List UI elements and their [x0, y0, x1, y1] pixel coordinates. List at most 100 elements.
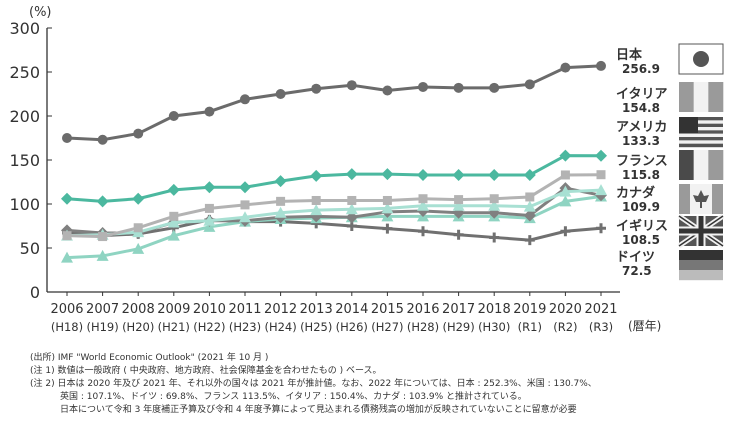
note-2-line-3: 日本について令和 3 年度補正予算及び令和 4 年度予算によって見込まれる債務残…: [60, 405, 577, 415]
data-point: [381, 168, 394, 181]
y-tick-label: 200: [9, 107, 40, 126]
legend-value-italy: 154.8: [622, 101, 660, 115]
y-tick-label: 50: [20, 239, 40, 258]
x-tick-label: 2017: [442, 302, 475, 317]
x-tick-sublabel: (R2): [553, 320, 577, 334]
data-point: [169, 211, 179, 221]
data-point: [418, 226, 428, 237]
x-tick-label: 2009: [157, 302, 190, 317]
data-point: [453, 82, 464, 93]
data-point: [454, 195, 464, 205]
x-tick-sublabel: (H27): [371, 320, 403, 334]
x-tick-sublabel: (H24): [264, 320, 296, 334]
flag-band: [679, 270, 723, 281]
data-point: [559, 149, 572, 162]
data-point: [417, 199, 429, 211]
data-point: [417, 168, 429, 181]
data-point: [560, 170, 570, 180]
flag-stripe: [679, 137, 723, 141]
flag-band: [679, 250, 723, 261]
series-france: [61, 184, 607, 241]
data-point: [488, 199, 501, 211]
legend-value-germany: 72.5: [622, 264, 652, 278]
data-point: [489, 82, 500, 93]
series-line: [66, 218, 602, 242]
data-point: [382, 85, 393, 96]
legend-name-germany: ドイツ: [616, 250, 655, 265]
footnotes: (出所) IMF "World Economic Outlook" (2021 …: [30, 352, 745, 417]
x-tick-sublabel: (H26): [336, 320, 368, 334]
data-point: [596, 60, 606, 71]
flag-band: [679, 184, 690, 214]
data-point: [132, 192, 145, 205]
data-point: [62, 133, 72, 143]
usa-flag-icon: [679, 117, 723, 148]
x-tick-sublabel: (H28): [407, 320, 439, 334]
legend-name-italy: イタリア: [616, 87, 667, 102]
legend-name-uk: イギリス: [616, 218, 668, 234]
x-tick-label: 2019: [513, 302, 546, 317]
flag-band: [679, 150, 694, 180]
x-tick-sublabel: (H23): [229, 320, 261, 334]
series-japan: [62, 60, 606, 145]
flag-stripe: [679, 117, 723, 121]
italy-flag-icon: [679, 82, 724, 112]
data-point: [524, 79, 535, 90]
data-point: [239, 181, 251, 194]
x-tick-sublabel: (H29): [442, 320, 474, 334]
germany-flag-icon: [679, 250, 723, 281]
series-line: [66, 154, 602, 203]
data-point: [275, 89, 286, 99]
data-point: [167, 229, 180, 241]
x-tick-sublabel: (H30): [478, 320, 510, 334]
x-axis-unit: (暦年): [628, 319, 661, 333]
legend-value-canada: 109.9: [622, 200, 660, 214]
japan-flag-icon: [678, 43, 724, 75]
flag-band: [693, 150, 709, 180]
data-point: [489, 194, 499, 204]
x-tick-label: 2008: [122, 302, 155, 317]
legend-value-japan: 256.9: [622, 62, 660, 76]
x-tick-label: 2011: [228, 302, 261, 317]
data-point: [310, 169, 323, 182]
legend-value-france: 115.8: [622, 168, 660, 182]
flag-stripe: [679, 127, 723, 131]
data-point: [62, 231, 72, 241]
data-point: [133, 128, 144, 139]
data-point: [96, 249, 109, 261]
data-point: [525, 192, 535, 202]
flag-band: [693, 82, 709, 112]
y-tick-label: 300: [9, 19, 40, 38]
data-point: [274, 206, 287, 218]
data-point: [418, 194, 428, 204]
data-point: [240, 200, 250, 210]
series-italy: [61, 149, 607, 208]
y-tick-label: 150: [9, 151, 40, 170]
data-point: [240, 94, 250, 105]
data-point: [204, 106, 215, 117]
data-point: [345, 203, 358, 215]
data-point: [524, 235, 535, 246]
legend-name-france: フランス: [616, 154, 668, 169]
data-point: [489, 232, 500, 243]
y-tick-label: 250: [9, 63, 40, 82]
x-tick-label: 2016: [406, 302, 439, 317]
data-point: [381, 202, 394, 214]
data-point: [382, 223, 393, 234]
data-point: [345, 168, 358, 181]
x-tick-label: 2006: [50, 302, 83, 317]
x-tick-sublabel: (H21): [158, 320, 190, 334]
data-point: [488, 168, 501, 181]
data-point: [274, 175, 287, 188]
data-point: [560, 62, 571, 73]
legend-name-canada: カナダ: [616, 185, 655, 201]
data-point: [418, 81, 428, 92]
flag-canton: [679, 117, 698, 133]
series-line: [66, 64, 602, 142]
data-point: [96, 195, 109, 208]
y-axis-unit: (%): [29, 5, 52, 20]
flag-disc: [693, 51, 709, 67]
flag-band: [708, 82, 724, 112]
data-point: [559, 185, 572, 197]
flag-stripe: [679, 140, 723, 144]
